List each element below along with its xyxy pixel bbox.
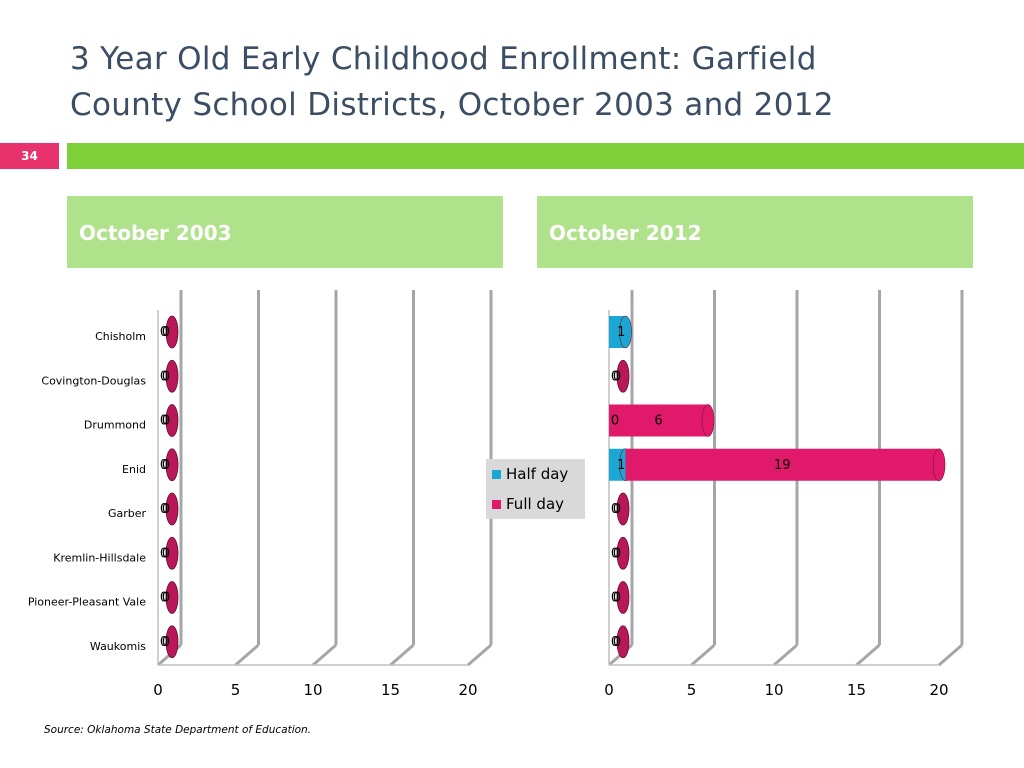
data-label: 0 [162, 502, 170, 517]
page-number-badge: 34 [0, 143, 59, 169]
category-label: Garber [108, 507, 147, 520]
data-label: 0 [611, 546, 619, 561]
data-label: 0 [162, 546, 170, 561]
data-label: 0 [162, 369, 170, 384]
bar-zero-marker [616, 359, 630, 393]
data-label: 0 [162, 414, 170, 429]
data-label: 0 [160, 502, 168, 517]
gridline-floor [234, 643, 260, 667]
slide-title-line1: 3 Year Old Early Childhood Enrollment: G… [70, 41, 817, 77]
data-label: 0 [613, 502, 621, 517]
legend-swatch-full-day [492, 499, 501, 509]
bar-zero-marker [616, 625, 630, 659]
bar-zero-marker [165, 359, 179, 393]
category-label: Drummond [84, 419, 146, 432]
legend-label-half-day: Half day [506, 465, 569, 483]
gridline-floor [855, 643, 881, 667]
data-label: 0 [613, 591, 621, 606]
slide-title: 3 Year Old Early Childhood Enrollment: G… [70, 36, 970, 128]
gridline-floor [690, 643, 716, 667]
legend-swatch-half-day [492, 469, 501, 479]
data-label: 0 [160, 369, 168, 384]
panel-header-2012-label: October 2012 [549, 221, 702, 245]
data-label: 0 [613, 635, 621, 650]
bar-full-day [609, 404, 708, 437]
data-label: 0 [162, 635, 170, 650]
x-tick-label: 0 [153, 681, 163, 699]
chart-legend: Half day Full day [486, 459, 585, 519]
data-label: 0 [160, 635, 168, 650]
category-label: Pioneer-Pleasant Vale [28, 596, 146, 609]
legend-label-full-day: Full day [506, 495, 565, 513]
bar-zero-marker [165, 404, 179, 437]
data-label: 0 [160, 591, 168, 606]
category-label: Covington-Douglas [41, 374, 146, 387]
category-label: Chisholm [95, 330, 146, 343]
chart-2003: 0 5 10 15 20 Chisholm Covington-Douglas Drummon… [28, 290, 493, 699]
x-tick-label: 5 [231, 681, 241, 699]
gridline-floor [389, 643, 415, 667]
gridline-floor [467, 643, 492, 667]
x-tick-label: 0 [604, 681, 614, 699]
slide-title-line2: County School Districts, October 2003 an… [70, 87, 834, 123]
bar-zero-marker [165, 448, 179, 482]
source-note: Source: Oklahoma State Department of Edu… [44, 724, 312, 736]
data-label: 1 [617, 325, 625, 340]
data-label: 19 [774, 458, 791, 473]
bar-end-cap [701, 404, 715, 437]
data-label: 0 [613, 546, 621, 561]
legend-item-half-day: Half day [492, 465, 568, 483]
x-tick-label: 20 [458, 681, 477, 699]
page-number: 34 [21, 149, 38, 163]
gridline-floor [312, 643, 337, 667]
data-label: 0 [160, 325, 168, 340]
bar-end-cap [932, 448, 946, 482]
data-label: 0 [160, 546, 168, 561]
data-label: 6 [654, 414, 662, 429]
data-label: 0 [160, 458, 168, 473]
bar-zero-marker [165, 581, 179, 614]
category-label: Enid [122, 463, 146, 476]
bar-zero-marker [165, 492, 179, 526]
bar-zero-marker [165, 625, 179, 659]
bar-zero-marker [616, 536, 630, 570]
data-label: 1 [617, 458, 625, 473]
bar-zero-marker [616, 581, 630, 614]
bar-end-cap [619, 315, 632, 349]
bar-zero-marker [165, 536, 179, 570]
panel-header-2003: October 2003 [67, 196, 503, 268]
bar-zero-marker [616, 492, 630, 526]
data-label: 0 [611, 502, 619, 517]
data-label: 0 [611, 635, 619, 650]
x-tick-label: 10 [303, 681, 322, 699]
data-label: 0 [160, 414, 168, 429]
bar-full-day [625, 448, 939, 481]
x-tick-label: 15 [847, 681, 866, 699]
data-label: 0 [162, 591, 170, 606]
gridline-floor [773, 643, 798, 667]
category-label: Waukomis [90, 640, 146, 653]
panel-header-2012: October 2012 [537, 196, 973, 268]
data-label: 0 [613, 369, 621, 384]
data-label: 0 [611, 369, 619, 384]
data-label: 0 [611, 591, 619, 606]
x-tick-label: 5 [687, 681, 697, 699]
category-label: Kremlin-Hillsdale [53, 551, 146, 564]
bar-zero-marker [165, 315, 179, 349]
x-tick-label: 15 [381, 681, 400, 699]
accent-bar [67, 143, 1024, 169]
gridline-floor [938, 643, 963, 667]
data-label: 0 [162, 325, 170, 340]
legend-item-full-day: Full day [492, 495, 564, 513]
panel-header-2003-label: October 2003 [79, 221, 232, 245]
data-label: 0 [162, 458, 170, 473]
data-label: 0 [611, 414, 619, 429]
x-tick-label: 10 [764, 681, 783, 699]
x-tick-label: 20 [929, 681, 948, 699]
